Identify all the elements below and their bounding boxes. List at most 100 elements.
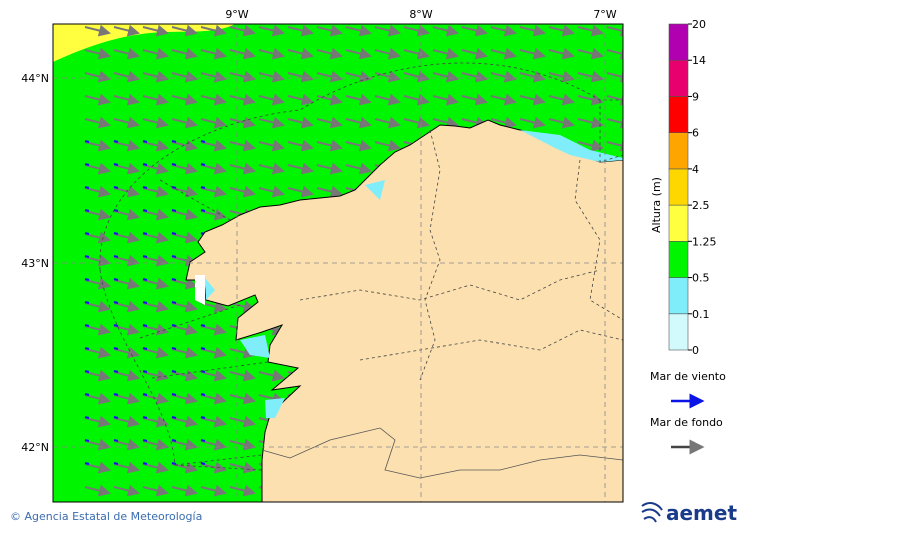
arrow <box>229 70 256 83</box>
arrow <box>229 415 256 428</box>
arrow <box>229 392 256 405</box>
arrow <box>142 277 169 290</box>
logo: aemet <box>641 501 737 525</box>
lat-label: 44°N <box>21 72 49 85</box>
arrow <box>84 461 111 474</box>
arrow <box>84 439 90 442</box>
colorbar-segment <box>668 96 689 133</box>
lat-label: 43°N <box>21 257 49 270</box>
arrow <box>374 139 401 152</box>
arrow <box>171 232 177 235</box>
legend-label: Mar de fondo <box>650 416 723 429</box>
arrow <box>113 346 140 359</box>
arrow <box>84 232 90 235</box>
arrow <box>171 208 198 221</box>
arrow <box>84 416 90 419</box>
arrow <box>171 416 177 419</box>
arrow <box>113 209 119 212</box>
arrow <box>287 139 314 152</box>
arrow <box>258 369 285 382</box>
arrow <box>142 461 169 474</box>
arrow <box>287 185 314 198</box>
arrow <box>490 70 517 83</box>
arrow <box>142 209 148 212</box>
arrow <box>519 47 546 60</box>
arrow <box>113 415 140 428</box>
arrow <box>229 47 256 60</box>
colorbar-title: Altura (m) <box>650 177 663 233</box>
arrow <box>171 347 177 350</box>
arrow <box>316 116 343 129</box>
arrow <box>84 346 111 359</box>
arrow <box>403 93 430 106</box>
arrow <box>229 139 256 152</box>
arrow <box>84 231 111 244</box>
arrow <box>113 461 140 474</box>
arrow <box>490 93 517 106</box>
logo-text: aemet <box>666 501 737 525</box>
arrow <box>316 162 343 175</box>
lon-label: 7°W <box>593 8 616 21</box>
arrow <box>200 163 206 166</box>
colorbar-segment <box>668 204 689 242</box>
arrow <box>200 140 206 143</box>
arrow <box>142 484 169 497</box>
colorbar-label: 9 <box>692 90 699 103</box>
arrow <box>229 116 256 129</box>
arrow <box>200 462 206 465</box>
credit: © Agencia Estatal de Meteorología <box>10 510 202 523</box>
arrow <box>142 139 169 152</box>
arrow <box>606 24 623 37</box>
arrow <box>84 369 111 382</box>
arrow <box>548 93 575 106</box>
arrow <box>171 393 177 396</box>
arrow <box>142 231 169 244</box>
arrow <box>84 277 111 290</box>
arrow <box>345 47 372 60</box>
arrow <box>142 370 148 373</box>
arrow <box>345 24 372 37</box>
arrow <box>84 208 111 221</box>
arrow <box>345 116 372 129</box>
arrow <box>606 116 623 129</box>
arrow <box>113 231 140 244</box>
arrow <box>113 93 140 106</box>
arrow <box>84 393 90 396</box>
arrow <box>171 392 198 405</box>
arrow <box>200 185 227 198</box>
arrow <box>171 324 177 327</box>
arrow <box>171 300 198 313</box>
arrow <box>258 185 285 198</box>
arrow <box>142 185 169 198</box>
arrow <box>84 347 90 350</box>
arrow <box>142 232 148 235</box>
arrow <box>200 24 227 37</box>
arrow <box>113 255 119 258</box>
arrow <box>606 70 623 83</box>
arrow <box>84 139 111 152</box>
arrow <box>606 139 623 152</box>
arrow <box>84 415 111 428</box>
arrow <box>577 139 604 152</box>
arrow <box>229 438 256 451</box>
arrow <box>548 116 575 129</box>
arrow <box>316 185 343 198</box>
arrow <box>577 24 604 37</box>
arrow <box>171 301 177 304</box>
colorbar-segment <box>668 277 689 315</box>
arrow <box>171 231 198 244</box>
arrow <box>113 24 140 37</box>
arrow <box>432 24 459 37</box>
arrow <box>142 346 169 359</box>
arrow <box>316 24 343 37</box>
arrow <box>258 93 285 106</box>
border <box>261 427 623 479</box>
graticule <box>53 24 623 502</box>
boundaries <box>99 62 623 471</box>
arrow <box>258 24 285 37</box>
arrow <box>200 439 206 442</box>
no-data-area <box>195 275 205 305</box>
arrow <box>113 323 140 336</box>
arrow <box>200 347 206 350</box>
